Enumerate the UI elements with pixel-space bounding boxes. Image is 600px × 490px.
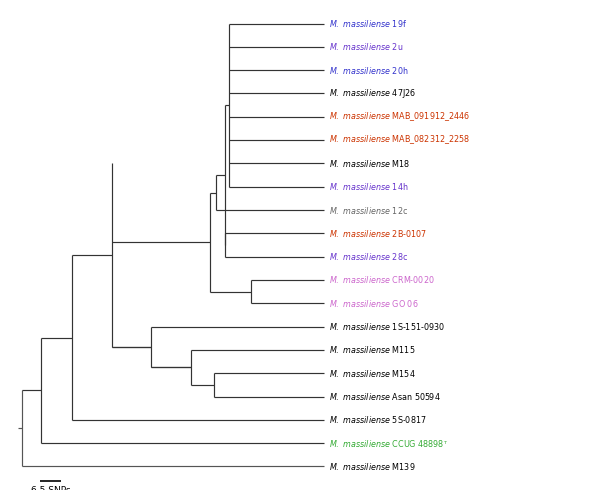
Text: $\it{M.\ massiliense}$ 47J26: $\it{M.\ massiliense}$ 47J26 [329, 87, 416, 100]
Text: $\it{M.\ massiliense}$ CRM-0020: $\it{M.\ massiliense}$ CRM-0020 [329, 274, 434, 286]
Text: $\it{M.\ massiliense}$ M18: $\it{M.\ massiliense}$ M18 [329, 158, 410, 169]
Text: $\it{M.\ massiliense}$ 5S-0817: $\it{M.\ massiliense}$ 5S-0817 [329, 415, 427, 425]
Text: $\it{M.\ massiliense}$ CCUG 48898ᵀ: $\it{M.\ massiliense}$ CCUG 48898ᵀ [329, 438, 448, 449]
Text: $\it{M.\ massiliense}$ M115: $\it{M.\ massiliense}$ M115 [329, 344, 415, 355]
Text: $\it{M.\ massiliense}$ 12c: $\it{M.\ massiliense}$ 12c [329, 204, 408, 216]
Text: $\it{M.\ massiliense}$ 2u: $\it{M.\ massiliense}$ 2u [329, 41, 403, 52]
Text: $\it{M.\ massiliense}$ 28c: $\it{M.\ massiliense}$ 28c [329, 251, 408, 262]
Text: 6.5 SNPs: 6.5 SNPs [31, 486, 71, 490]
Text: $\it{M.\ massiliense}$ 19f: $\it{M.\ massiliense}$ 19f [329, 18, 407, 29]
Text: $\it{M.\ massiliense}$ 14h: $\it{M.\ massiliense}$ 14h [329, 181, 408, 192]
Text: $\it{M.\ massiliense}$ 20h: $\it{M.\ massiliense}$ 20h [329, 65, 408, 75]
Text: $\it{M.\ massiliense}$ 1S-151-0930: $\it{M.\ massiliense}$ 1S-151-0930 [329, 321, 445, 332]
Text: $\it{M.\ massiliense}$ M139: $\it{M.\ massiliense}$ M139 [329, 461, 415, 472]
Text: $\it{M.\ massiliense}$ MAB_082312_2258: $\it{M.\ massiliense}$ MAB_082312_2258 [329, 134, 470, 147]
Text: $\it{M.\ massiliense}$ GO 06: $\it{M.\ massiliense}$ GO 06 [329, 298, 418, 309]
Text: $\it{M.\ massiliense}$ 2B-0107: $\it{M.\ massiliense}$ 2B-0107 [329, 228, 427, 239]
Text: $\it{M.\ massiliense}$ M154: $\it{M.\ massiliense}$ M154 [329, 368, 415, 379]
Text: $\it{M.\ massiliense}$ Asan 50594: $\it{M.\ massiliense}$ Asan 50594 [329, 391, 440, 402]
Text: $\it{M.\ massiliense}$ MAB_091912_2446: $\it{M.\ massiliense}$ MAB_091912_2446 [329, 110, 470, 123]
